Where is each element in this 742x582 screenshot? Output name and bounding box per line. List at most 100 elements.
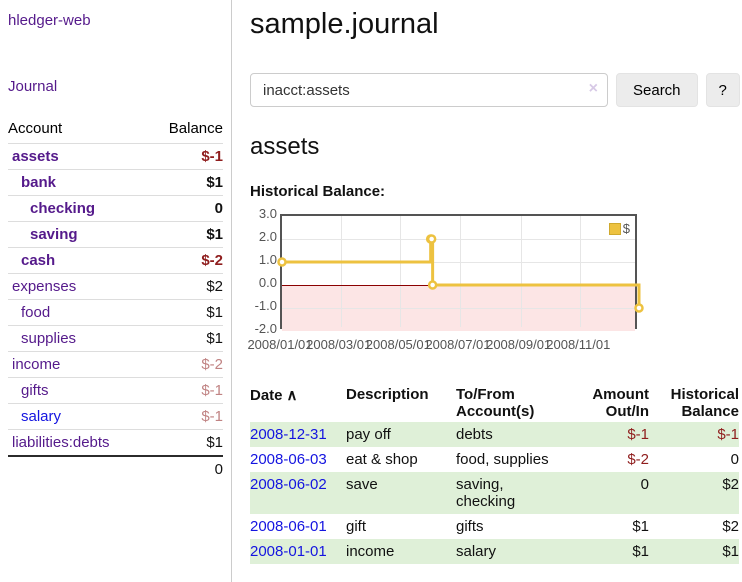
transactions-body: 2008-12-31 pay off debts $-1 $-1 2008-06-03 ea…	[250, 422, 739, 564]
transaction-historical-balance: 0	[730, 451, 739, 468]
account-balance: $1	[148, 221, 223, 248]
transaction-description: gift	[346, 518, 367, 535]
column-header: Historical Balance	[649, 384, 739, 422]
accounts-total-value: 0	[148, 455, 223, 482]
transaction-amount: $1	[632, 543, 649, 560]
clear-search-icon[interactable]: ×	[588, 80, 598, 97]
legend-swatch-icon	[608, 222, 621, 235]
transaction-accounts: debts	[456, 426, 493, 443]
sidebar-item-journal[interactable]: Journal	[8, 78, 58, 95]
transaction-accounts: salary	[456, 543, 497, 560]
transaction-description: pay off	[346, 426, 391, 443]
transaction-date-link[interactable]: 2008-06-02	[250, 476, 327, 493]
transaction-row: 2008-06-01 gift gifts $1 $2	[250, 514, 739, 539]
data-point-marker[interactable]	[427, 280, 438, 290]
page-title: sample.journal	[250, 8, 439, 40]
account-link-bank[interactable]: bank	[21, 174, 57, 191]
account-balance: $-2	[148, 351, 223, 378]
column-header-label: Date	[250, 387, 283, 404]
account-heading: assets	[250, 133, 320, 160]
y-axis-tick-label: 0.0	[258, 275, 277, 290]
transaction-row: 2008-12-31 pay off debts $-1 $-1	[250, 422, 739, 447]
account-link-supplies[interactable]: supplies	[21, 330, 77, 347]
search-button[interactable]: Search	[616, 73, 698, 107]
accounts-header-balance: Balance	[148, 116, 223, 144]
transaction-historical-balance: $2	[722, 518, 739, 535]
account-row: assets $-1	[8, 143, 223, 170]
horizontal-gridline	[282, 239, 635, 240]
x-axis-tick-label: 2008/11/01	[546, 337, 611, 352]
account-link-cash[interactable]: cash	[21, 252, 56, 269]
vertical-gridline	[460, 216, 461, 327]
transaction-description: income	[346, 543, 395, 560]
transaction-date-link[interactable]: 2008-01-01	[250, 543, 327, 560]
chart-plot-area[interactable]: $	[277, 214, 644, 331]
vertical-gridline	[340, 216, 342, 327]
account-row: liabilities:debts $1	[8, 429, 223, 457]
sidebar-nav: Journal	[8, 78, 223, 96]
account-row: supplies $1	[8, 325, 223, 352]
account-link-gifts[interactable]: gifts	[21, 382, 49, 399]
accounts-total-row: 0	[8, 455, 223, 482]
y-axis-tick-label: 2.0	[258, 229, 277, 244]
transaction-date-link[interactable]: 2008-06-03	[250, 451, 327, 468]
column-header: Description	[346, 384, 456, 422]
historical-balance-chart[interactable]: 3.0 2.0 1.0 0.0 -1.0 -2.0 $2008/01/01 2008/03/0…	[247, 207, 644, 364]
transaction-amount: 0	[640, 476, 649, 493]
account-row: saving $1	[8, 221, 223, 248]
account-link-expenses[interactable]: expenses	[12, 278, 77, 295]
sort-ascending-icon[interactable]: ∧	[286, 387, 298, 404]
x-axis-tick-label: 2008/09/01	[486, 337, 552, 352]
account-link-assets[interactable]: assets	[12, 148, 59, 165]
legend-label: $	[622, 221, 630, 236]
account-balance: $1	[148, 299, 223, 326]
vertical-gridline	[520, 216, 522, 327]
transaction-accounts: gifts	[456, 518, 484, 535]
x-axis-tick-label: 2008/07/01	[425, 337, 491, 352]
transaction-date-link[interactable]: 2008-06-01	[250, 518, 327, 535]
x-axis-tick-label: 2008/01/01	[247, 337, 313, 352]
column-header-label: Description	[346, 386, 429, 403]
account-row: bank $1	[8, 169, 223, 196]
account-balance: $1	[148, 169, 223, 196]
account-balance: $-1	[148, 143, 223, 170]
transaction-row: 2008-01-01 income salary $1 $1	[250, 539, 739, 564]
horizontal-gridline	[282, 262, 635, 263]
account-row: income $-2	[8, 351, 223, 378]
account-link-saving[interactable]: saving	[30, 226, 78, 243]
main-panel: sample.journal × Search ? assets Histori…	[232, 0, 742, 582]
account-link-liabilities-debts[interactable]: liabilities:debts	[12, 434, 110, 451]
x-axis-tick-label: 2008/05/01	[365, 337, 431, 352]
y-axis-tick-label: 3.0	[258, 206, 277, 221]
transaction-row: 2008-06-02 save saving, checking 0 $2	[250, 472, 739, 514]
vertical-gridline	[580, 216, 582, 327]
data-point-marker[interactable]	[634, 303, 644, 313]
transaction-amount: $1	[632, 518, 649, 535]
accounts-body: assets $-1 bank $1 checking 0 saving $1 cash $-2 e…	[8, 143, 223, 482]
account-balance: $-1	[148, 377, 223, 404]
account-balance: $-2	[148, 247, 223, 274]
vertical-gridline	[400, 216, 402, 327]
account-link-salary[interactable]: salary	[21, 408, 62, 425]
account-balance: $1	[148, 325, 223, 352]
chart-title: Historical Balance:	[250, 183, 386, 200]
transaction-date-link[interactable]: 2008-12-31	[250, 426, 327, 443]
data-point-marker[interactable]	[277, 257, 287, 267]
sidebar: hledger-web Journal Account Balance asse…	[0, 0, 232, 582]
app-brand-link[interactable]: hledger-web	[8, 12, 91, 29]
column-header-label: Historical Balance	[670, 386, 739, 420]
account-link-checking[interactable]: checking	[30, 200, 96, 217]
data-point-marker[interactable]	[426, 234, 437, 244]
chart-legend: $	[608, 221, 630, 236]
transaction-historical-balance: $-1	[717, 426, 739, 443]
search-help-button[interactable]: ?	[705, 73, 740, 107]
transaction-description: eat & shop	[346, 451, 418, 468]
sortable-column-header-date[interactable]: Date ∧	[250, 384, 346, 422]
balance-step-line	[277, 234, 644, 313]
search-input[interactable]	[250, 73, 608, 107]
account-balance: 0	[148, 195, 223, 222]
account-link-food[interactable]: food	[21, 304, 51, 321]
account-link-income[interactable]: income	[12, 356, 61, 373]
accounts-table: Account Balance assets $-1 bank $1 checking 0…	[8, 116, 223, 482]
transaction-historical-balance: $2	[722, 476, 739, 493]
